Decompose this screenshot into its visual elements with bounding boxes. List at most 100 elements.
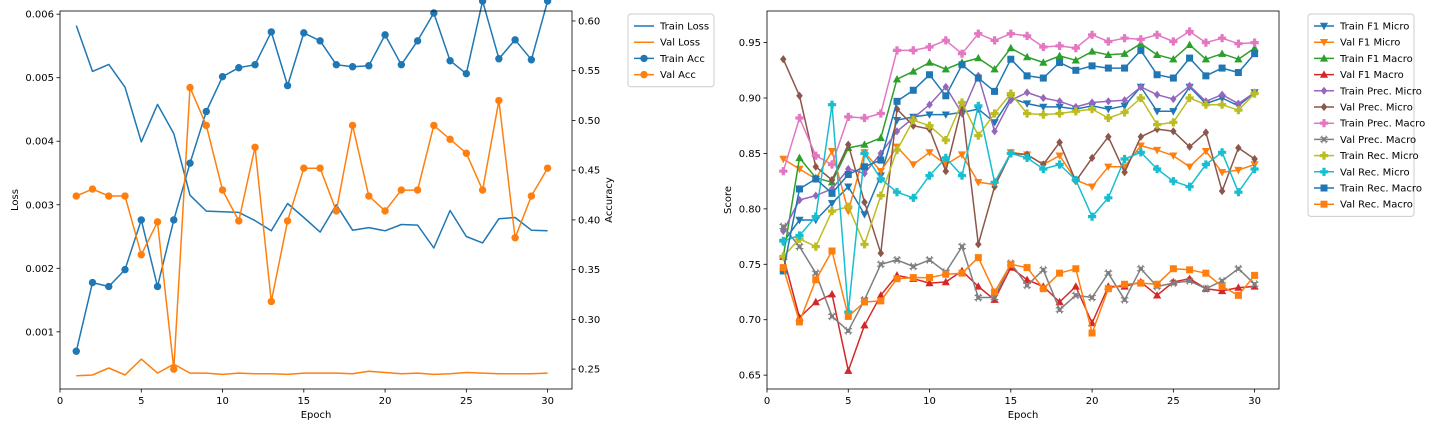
legend-item-val-f1-macro: Val F1 Macro	[1314, 70, 1404, 81]
data-point	[1022, 275, 1032, 284]
legend-label: Train F1 Macro	[1339, 54, 1413, 65]
data-point	[1234, 264, 1243, 274]
data-point	[1152, 146, 1162, 155]
data-point	[941, 153, 950, 162]
data-point	[1234, 188, 1243, 197]
data-point	[876, 133, 885, 142]
data-point	[511, 234, 519, 242]
data-point	[1152, 108, 1162, 116]
data-point	[1234, 283, 1243, 291]
series-val-rec-macro	[779, 247, 1259, 337]
data-point	[72, 192, 80, 200]
data-point	[1217, 276, 1227, 286]
data-point	[827, 200, 837, 208]
data-point	[941, 64, 950, 73]
data-point	[1217, 169, 1227, 177]
legend-marker	[640, 54, 648, 63]
data-point	[235, 217, 243, 225]
data-point	[974, 74, 982, 82]
data-point	[1040, 93, 1047, 103]
data-point	[828, 189, 836, 197]
data-point	[909, 116, 918, 125]
legend-marker	[1319, 135, 1329, 144]
y2-axis-label: Accuracy	[604, 177, 615, 223]
data-point	[1022, 153, 1032, 162]
data-point	[1201, 284, 1211, 294]
data-point	[926, 274, 934, 282]
data-point	[925, 58, 934, 66]
data-point	[811, 268, 821, 278]
data-point	[828, 247, 836, 255]
legend-item-val-rec-micro: Val Rec. Micro	[1314, 167, 1410, 178]
data-point	[365, 192, 373, 200]
data-point	[1185, 163, 1194, 171]
data-point	[926, 71, 934, 79]
data-point	[381, 31, 389, 39]
data-point	[1120, 154, 1129, 164]
data-point	[827, 160, 837, 169]
legend-marker	[640, 70, 648, 79]
x-tick-label: 0	[764, 396, 770, 407]
data-point	[1071, 175, 1080, 185]
x-tick-label: 30	[1248, 396, 1261, 407]
x-tick-label: 0	[57, 396, 63, 407]
data-point	[925, 121, 934, 130]
data-point	[1169, 37, 1178, 46]
data-point	[348, 63, 357, 71]
data-point	[860, 149, 869, 158]
data-point	[1022, 100, 1032, 108]
data-point	[1201, 148, 1211, 156]
data-point	[1137, 279, 1145, 287]
data-point	[1039, 42, 1048, 52]
legend-item-val-acc: Val Acc	[634, 70, 696, 81]
data-point	[300, 164, 308, 172]
data-point	[170, 365, 178, 373]
data-point	[251, 61, 259, 69]
data-point	[779, 155, 788, 164]
data-point	[779, 252, 788, 261]
data-point	[877, 156, 885, 164]
data-point	[1055, 41, 1064, 51]
legend-label: Val Rec. Micro	[1340, 167, 1410, 178]
y-tick-label: 0.75	[739, 260, 761, 271]
data-point	[893, 97, 901, 105]
data-point	[218, 186, 227, 194]
series-val-rec-micro	[779, 100, 1259, 317]
data-point	[779, 167, 788, 176]
data-point	[1071, 290, 1081, 300]
data-point	[973, 293, 983, 302]
data-point	[957, 242, 967, 251]
legend-marker	[1320, 102, 1328, 112]
data-point	[1185, 182, 1194, 191]
x-tick-label: 10	[216, 396, 229, 407]
data-point	[860, 240, 869, 249]
data-point	[1185, 93, 1194, 103]
data-point	[909, 274, 917, 282]
y-axis-label: Loss	[10, 189, 21, 211]
y-axis: 0.65 0.70 0.75 0.80 0.85 0.90 0.95 Score	[723, 38, 767, 382]
data-point	[511, 36, 519, 44]
data-point	[1202, 72, 1210, 80]
data-point	[1234, 291, 1242, 299]
data-point	[812, 162, 819, 171]
data-point	[974, 179, 983, 187]
data-point	[527, 192, 536, 200]
legend-marker	[1320, 200, 1328, 208]
legend-label: Train Prec. Macro	[1339, 119, 1425, 130]
legend-item-train-rec-micro: Train Rec. Micro	[1314, 151, 1419, 162]
x-tick-label: 15	[1004, 396, 1017, 407]
data-point	[1087, 293, 1097, 302]
data-point	[1039, 103, 1048, 112]
y-tick-label: 0.70	[739, 315, 761, 326]
data-point	[844, 112, 853, 121]
series-train-rec-macro	[779, 46, 1259, 275]
data-point	[1152, 291, 1162, 299]
data-point	[170, 216, 178, 224]
data-point	[267, 297, 276, 306]
data-point	[153, 218, 162, 226]
data-point	[795, 216, 804, 225]
legend-marker	[1319, 70, 1329, 78]
data-point	[1202, 128, 1210, 137]
data-point	[974, 254, 982, 262]
data-point	[1170, 95, 1177, 104]
